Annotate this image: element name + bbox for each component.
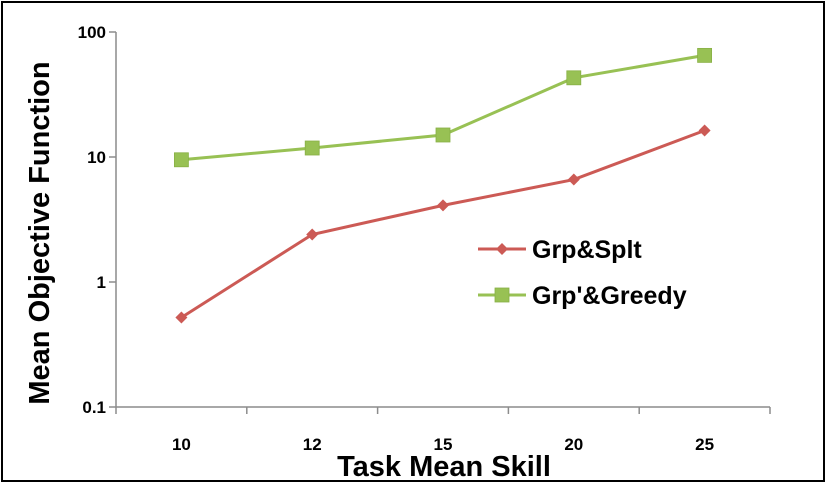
x-tick-labels: 10 12 15 20 25 (172, 435, 714, 454)
data-point (435, 127, 451, 143)
series-line (181, 53, 705, 162)
data-point (306, 228, 319, 241)
y-tick-label: 10 (87, 148, 106, 167)
y-tick-label: 0.1 (82, 398, 106, 417)
legend-item: Grp'&Greedy (478, 282, 687, 310)
data-point (698, 124, 711, 137)
data-point (697, 47, 712, 63)
legend-label: Grp&Splt (532, 236, 642, 264)
legend-item: Grp&Splt (478, 236, 642, 264)
data-point (566, 70, 582, 86)
series-1 (175, 124, 711, 324)
x-tick-label: 20 (564, 435, 583, 454)
axes (109, 31, 771, 414)
series-2 (173, 47, 712, 168)
legend-marker (494, 287, 510, 303)
legend: Grp&Splt Grp'&Greedy (478, 236, 687, 310)
data-point (567, 173, 580, 186)
data-point (304, 140, 320, 156)
y-tick-label: 1 (97, 273, 106, 292)
legend-label: Grp'&Greedy (532, 282, 687, 310)
series-layer (173, 47, 712, 324)
data-point (175, 311, 188, 324)
y-tick-label: 100 (78, 23, 106, 42)
data-point (173, 152, 189, 168)
y-tick-labels: 0.1 1 10 100 (78, 23, 106, 417)
data-point (437, 199, 449, 212)
x-tick-label: 10 (172, 435, 191, 454)
x-tick-label: 12 (303, 435, 322, 454)
y-axis-title: Mean Objective Function (24, 61, 56, 404)
legend-marker (496, 243, 508, 255)
x-tick-label: 15 (434, 435, 453, 454)
x-tick-label: 25 (695, 435, 714, 454)
x-axis-title: Task Mean Skill (337, 451, 551, 483)
